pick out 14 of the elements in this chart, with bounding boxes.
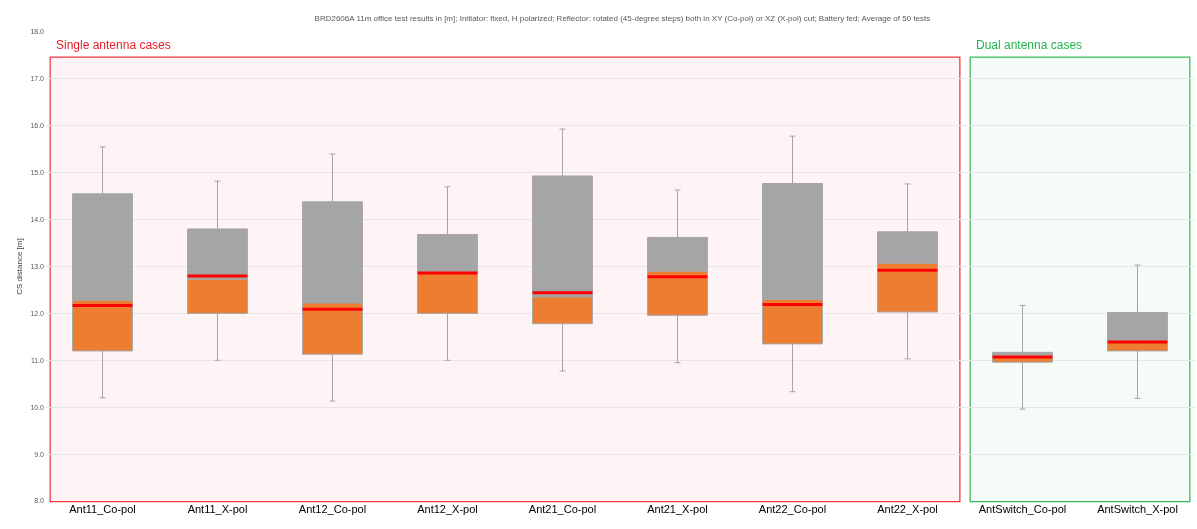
x-tick-label: Ant11_X-pol: [187, 503, 248, 515]
chart-title: BRD2606A 11m office test results in [m]; Initiator: fixed, H polarized; Reflector: rotated (45-degree steps) both in XY (Co-pol) or XZ (X-pol) cut; Battery fed; Average of 50 tests: [314, 14, 931, 24]
x-tick-label: AntSwitch_X-pol: [1097, 503, 1178, 515]
band-label: Single antenna cases: [56, 38, 171, 52]
x-tick-label: Ant22_Co-pol: [758, 503, 827, 515]
x-tick-label: Ant12_Co-pol: [298, 503, 367, 515]
x-tick-label: Ant21_Co-pol: [528, 503, 597, 515]
x-tick-label: Ant22_X-pol: [877, 503, 938, 515]
x-tick-label: Ant21_X-pol: [647, 503, 708, 515]
y-axis-title: CS distance [m]: [15, 238, 25, 295]
x-tick-label: Ant11_Co-pol: [69, 503, 136, 515]
x-tick-label: AntSwitch_Co-pol: [978, 503, 1067, 515]
x-tick-label: Ant12_X-pol: [417, 503, 478, 515]
band-label: Dual antenna cases: [976, 38, 1083, 52]
